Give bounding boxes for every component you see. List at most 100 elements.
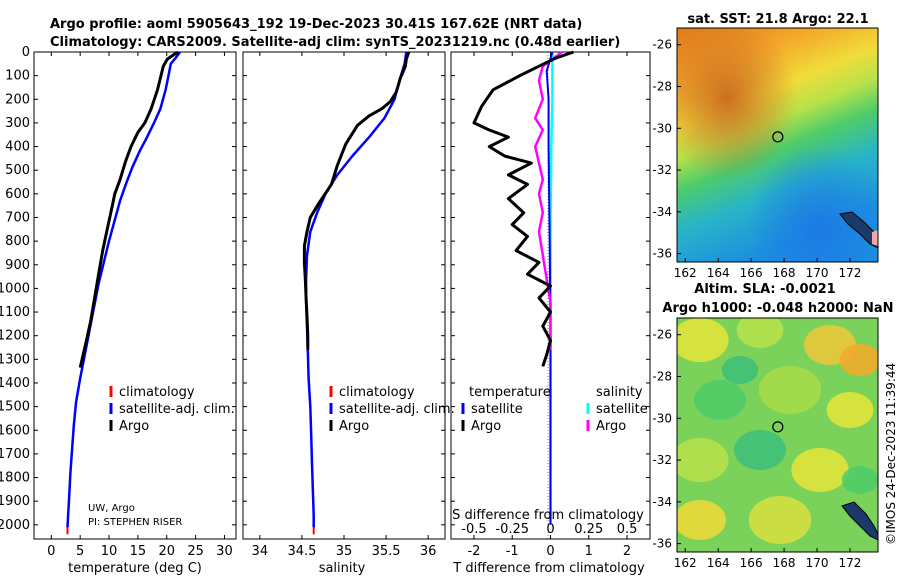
sst-map <box>677 28 878 262</box>
map-x-tick-label: 170 <box>806 266 829 280</box>
sla-map-title-line1: Altim. SLA: -0.0021 <box>694 282 835 297</box>
x-tick-label: 20 <box>158 544 175 559</box>
pressure-tick-label: 200 <box>5 92 30 107</box>
x-tick-label: 2 <box>623 544 631 559</box>
salinity-tick-labels: 34 34.5 35 35.5 36 <box>252 52 436 559</box>
difference-xlabel: T difference from climatology <box>452 561 645 576</box>
sla-patch <box>677 438 729 482</box>
pressure-tick-label: 1700 <box>0 447 30 462</box>
map-x-tick-label: 172 <box>839 556 862 570</box>
top-tick-label: -0.5 <box>461 522 486 537</box>
map-y-tick-label: -30 <box>652 121 672 135</box>
map-x-tick-label: 166 <box>740 556 763 570</box>
pressure-tick-label: 1500 <box>0 400 30 415</box>
map-y-tick-label: -28 <box>652 80 672 94</box>
pressure-tick-label: 1200 <box>0 329 30 344</box>
sla-patch <box>839 344 878 376</box>
series-line-temperature-satellite <box>545 51 554 525</box>
pressure-tick-label: 300 <box>5 116 30 131</box>
pressure-tick-label: 2000 <box>0 518 30 533</box>
legend-argo-label: Argo <box>119 419 149 434</box>
sst-map-ticks: 162 164 166 168 170 172 -26 -28 -30 -32 -34 -36 <box>652 38 861 280</box>
series-line-satellite-adj-clim- <box>66 51 182 528</box>
imos-credit: ©IMOS 24-Dec-2023 11:39:44 <box>884 363 898 545</box>
sla-patch <box>748 496 812 544</box>
map-x-tick-label: 162 <box>674 266 697 280</box>
x-tick-label: 35 <box>336 544 353 559</box>
top-tick-label: 0.5 <box>617 522 638 537</box>
sla-patch <box>841 466 878 494</box>
sla-patch <box>736 318 784 348</box>
legend-climatology-label: climatology <box>339 385 415 400</box>
figure-title-line1: Argo profile: aoml 5905643_192 19-Dec-20… <box>50 17 582 32</box>
x-tick-label: 10 <box>101 544 118 559</box>
pi-text: PI: STEPHEN RISER <box>88 517 182 528</box>
sst-map-title: sat. SST: 21.8 Argo: 22.1 <box>687 12 868 27</box>
x-tick-label: 35.5 <box>372 544 401 559</box>
x-tick-label: 30 <box>216 544 233 559</box>
salinity-legend: climatology satellite-adj. clim. Argo <box>329 385 455 434</box>
new-caledonia-coast <box>839 211 878 249</box>
x-tick-label: -1 <box>506 544 519 559</box>
pressure-tick-label: 1600 <box>0 423 30 438</box>
map-y-tick-label: -36 <box>652 537 672 551</box>
map-x-tick-label: 164 <box>707 556 730 570</box>
salinity-xlabel: salinity <box>319 561 366 576</box>
sla-patch <box>677 500 726 540</box>
series-line-argo <box>78 50 180 368</box>
pressure-tick-label: 1000 <box>0 281 30 296</box>
x-tick-label: 15 <box>130 544 147 559</box>
sla-map-frame <box>676 317 879 553</box>
map-y-tick-label: -36 <box>652 247 672 261</box>
sla-argo-marker <box>772 421 784 433</box>
sst-argo-marker <box>772 131 784 143</box>
legend-sal-satellite-label: satellite <box>596 402 648 417</box>
legend-temp-argo-label: Argo <box>471 419 501 434</box>
sla-patch <box>758 366 822 414</box>
map-y-tick-label: -34 <box>652 205 672 219</box>
sla-patch <box>694 380 746 420</box>
legend-salinity-header: salinity <box>596 385 643 400</box>
map-x-tick-label: 172 <box>839 266 862 280</box>
pressure-tick-label: 1300 <box>0 352 30 367</box>
top-tick-label: 0 <box>546 522 554 537</box>
legend-temp-satellite-label: satellite <box>471 402 523 417</box>
sla-patch <box>791 448 849 492</box>
pressure-tick-label: 1100 <box>0 305 30 320</box>
map-x-tick-label: 162 <box>674 556 697 570</box>
x-tick-label: 34.5 <box>287 544 316 559</box>
figure-title-line2: Climatology: CARS2009. Satellite-adj cli… <box>50 35 620 50</box>
land-patch <box>872 230 878 246</box>
map-x-tick-label: 166 <box>740 266 763 280</box>
pressure-tick-label: 500 <box>5 163 30 178</box>
legend-satellite-label: satellite-adj. clim. <box>119 402 235 417</box>
series-line-satellite-adj-clim- <box>304 51 408 528</box>
top-tick-label: 0.25 <box>574 522 603 537</box>
legend-sal-argo-label: Argo <box>596 419 626 434</box>
map-y-tick-label: -28 <box>652 370 672 384</box>
sla-patch <box>734 430 786 470</box>
pressure-tick-label: 600 <box>5 187 30 202</box>
sla-patch <box>826 392 874 428</box>
map-x-tick-label: 170 <box>806 556 829 570</box>
sla-patch <box>721 356 759 384</box>
pressure-tick-labels: 0 100 200 300 400 500 600 700 800 900 1000 1100 1200… <box>0 45 650 533</box>
x-tick-label: 0 <box>47 544 55 559</box>
pressure-tick-label: 1800 <box>0 471 30 486</box>
map-y-tick-label: -32 <box>652 163 672 177</box>
pressure-tick-label: 700 <box>5 210 30 225</box>
difference-legend: temperature salinity satellite Argo sate… <box>461 385 648 434</box>
legend-satellite-label: satellite-adj. clim. <box>339 402 455 417</box>
x-tick-label: 25 <box>187 544 204 559</box>
sla-anomaly-patches <box>677 318 878 544</box>
temperature-tick-labels: 0 5 10 15 20 25 30 <box>47 52 233 559</box>
legend-argo-label: Argo <box>339 419 369 434</box>
sla-map <box>677 318 878 552</box>
x-tick-label: 0 <box>546 544 554 559</box>
x-tick-label: 5 <box>76 544 84 559</box>
map-y-tick-label: -26 <box>652 328 672 342</box>
temperature-xlabel: temperature (deg C) <box>68 561 202 576</box>
temperature-axes <box>33 51 237 540</box>
